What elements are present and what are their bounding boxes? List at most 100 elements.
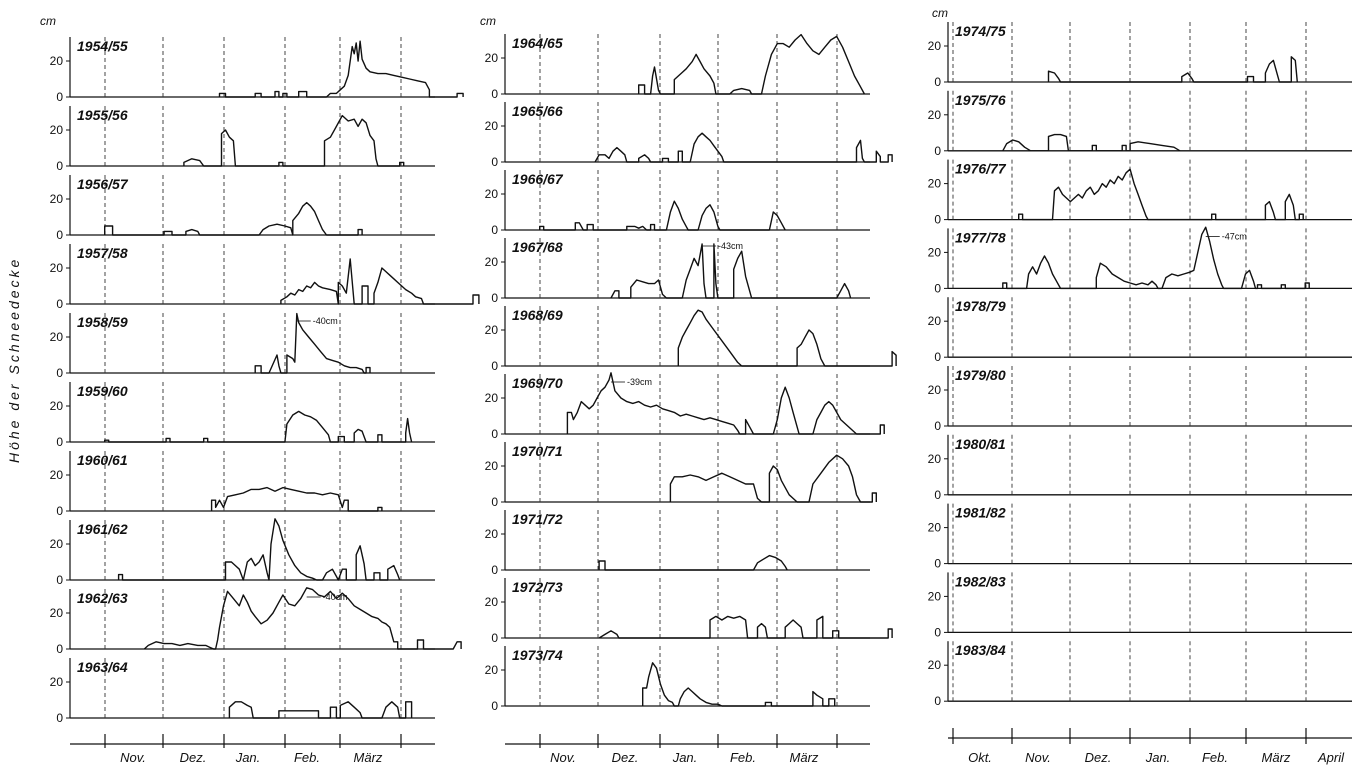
month-label: Dez. (612, 750, 639, 765)
y-axis-title: Höhe der Schneedecke (6, 256, 22, 464)
y-tick-label: 0 (491, 223, 498, 237)
y-tick-label: 0 (934, 488, 941, 502)
snow-depth-series (642, 662, 836, 707)
y-tick-label: 20 (928, 39, 942, 53)
season-label: 1962/63 (77, 590, 128, 606)
month-label: Jan. (672, 750, 698, 765)
y-tick-label: 20 (928, 452, 942, 466)
snow-depth-series (210, 486, 383, 512)
season-label: 1961/62 (77, 521, 128, 537)
y-tick-label: 0 (491, 87, 498, 101)
month-label: März (790, 750, 819, 765)
season-label: 1973/74 (512, 647, 563, 663)
snow-depth-series (539, 200, 786, 231)
y-tick-label: 0 (491, 427, 498, 441)
y-tick-label: 0 (934, 694, 941, 708)
y-tick-label: 0 (56, 573, 63, 587)
month-label: Nov. (550, 750, 576, 765)
y-tick-label: 20 (50, 606, 64, 620)
snow-depth-series (280, 258, 480, 305)
season-label: 1981/82 (955, 505, 1006, 521)
peak-annotation: -40cm (313, 316, 338, 326)
snow-depth-series (1002, 133, 1181, 152)
y-tick-label: 0 (491, 631, 498, 645)
season-label: 1968/69 (512, 307, 563, 323)
y-tick-label: 0 (56, 228, 63, 242)
y-tick-label: 20 (50, 468, 64, 482)
y-tick-label: 20 (485, 391, 499, 405)
y-tick-label: 0 (934, 213, 941, 227)
month-label: Jan. (1145, 750, 1171, 765)
season-label: 1965/66 (512, 103, 563, 119)
y-tick-label: 20 (485, 595, 499, 609)
season-label: 1979/80 (955, 367, 1006, 383)
season-label: 1964/65 (512, 35, 563, 51)
season-label: 1980/81 (955, 436, 1006, 452)
y-tick-label: 0 (934, 419, 941, 433)
y-tick-label: 0 (56, 159, 63, 173)
season-label: 1971/72 (512, 511, 563, 527)
y-tick-label: 20 (50, 330, 64, 344)
y-tick-label: 0 (491, 699, 498, 713)
unit-label-col3: cm (932, 6, 948, 20)
snow-depth-series (677, 309, 897, 367)
y-tick-label: 0 (56, 366, 63, 380)
y-tick-label: 20 (485, 255, 499, 269)
snow-depth-series (143, 587, 462, 650)
season-label: 1974/75 (955, 23, 1006, 39)
snow-depth-series (669, 454, 877, 503)
snow-depth-series (598, 615, 893, 639)
y-tick-label: 20 (485, 119, 499, 133)
y-tick-label: 0 (56, 90, 63, 104)
y-tick-label: 20 (50, 54, 64, 68)
season-label: 1975/76 (955, 92, 1006, 108)
unit-label-col1: cm (40, 14, 56, 28)
y-tick-label: 20 (928, 245, 942, 259)
season-label: 1983/84 (955, 642, 1006, 658)
y-tick-label: 0 (934, 281, 941, 295)
snow-depth-series (104, 410, 413, 443)
y-tick-label: 0 (491, 495, 498, 509)
season-label: 1958/59 (77, 314, 128, 330)
y-tick-label: 0 (934, 144, 941, 158)
unit-label-col2: cm (480, 14, 496, 28)
y-tick-label: 20 (928, 658, 942, 672)
season-label: 1978/79 (955, 298, 1006, 314)
y-tick-label: 20 (928, 108, 942, 122)
month-label: Dez. (180, 750, 207, 765)
snow-depth-series (218, 40, 464, 98)
y-tick-label: 0 (56, 504, 63, 518)
y-tick-label: 20 (50, 123, 64, 137)
season-label: 1956/57 (77, 176, 129, 192)
season-label: 1957/58 (77, 245, 128, 261)
season-label: 1963/64 (77, 659, 128, 675)
snow-depth-series (117, 518, 401, 581)
peak-annotation: -43cm (718, 241, 743, 251)
snow-depth-series (183, 114, 405, 167)
y-tick-label: 20 (928, 177, 942, 191)
peak-annotation: -40cm (323, 592, 348, 602)
month-label: März (354, 750, 383, 765)
season-label: 1954/55 (77, 38, 128, 54)
y-tick-label: 20 (50, 399, 64, 413)
y-tick-label: 0 (56, 297, 63, 311)
peak-annotation: -39cm (627, 377, 652, 387)
month-label: März (1262, 750, 1291, 765)
month-label: Dez. (1085, 750, 1112, 765)
snow-depth-series (566, 372, 885, 435)
season-label: 1966/67 (512, 171, 564, 187)
y-tick-label: 20 (928, 521, 942, 535)
y-tick-label: 20 (50, 537, 64, 551)
snow-depth-series (1002, 226, 1310, 290)
month-label: Jan. (235, 750, 261, 765)
y-tick-label: 0 (56, 642, 63, 656)
y-tick-label: 0 (491, 155, 498, 169)
season-label: 1959/60 (77, 383, 128, 399)
season-label: 1976/77 (955, 161, 1007, 177)
snow-depth-series (610, 243, 852, 299)
y-tick-label: 20 (485, 51, 499, 65)
month-label: Nov. (120, 750, 146, 765)
snow-depth-series (1018, 168, 1304, 221)
month-label: Feb. (1202, 750, 1228, 765)
